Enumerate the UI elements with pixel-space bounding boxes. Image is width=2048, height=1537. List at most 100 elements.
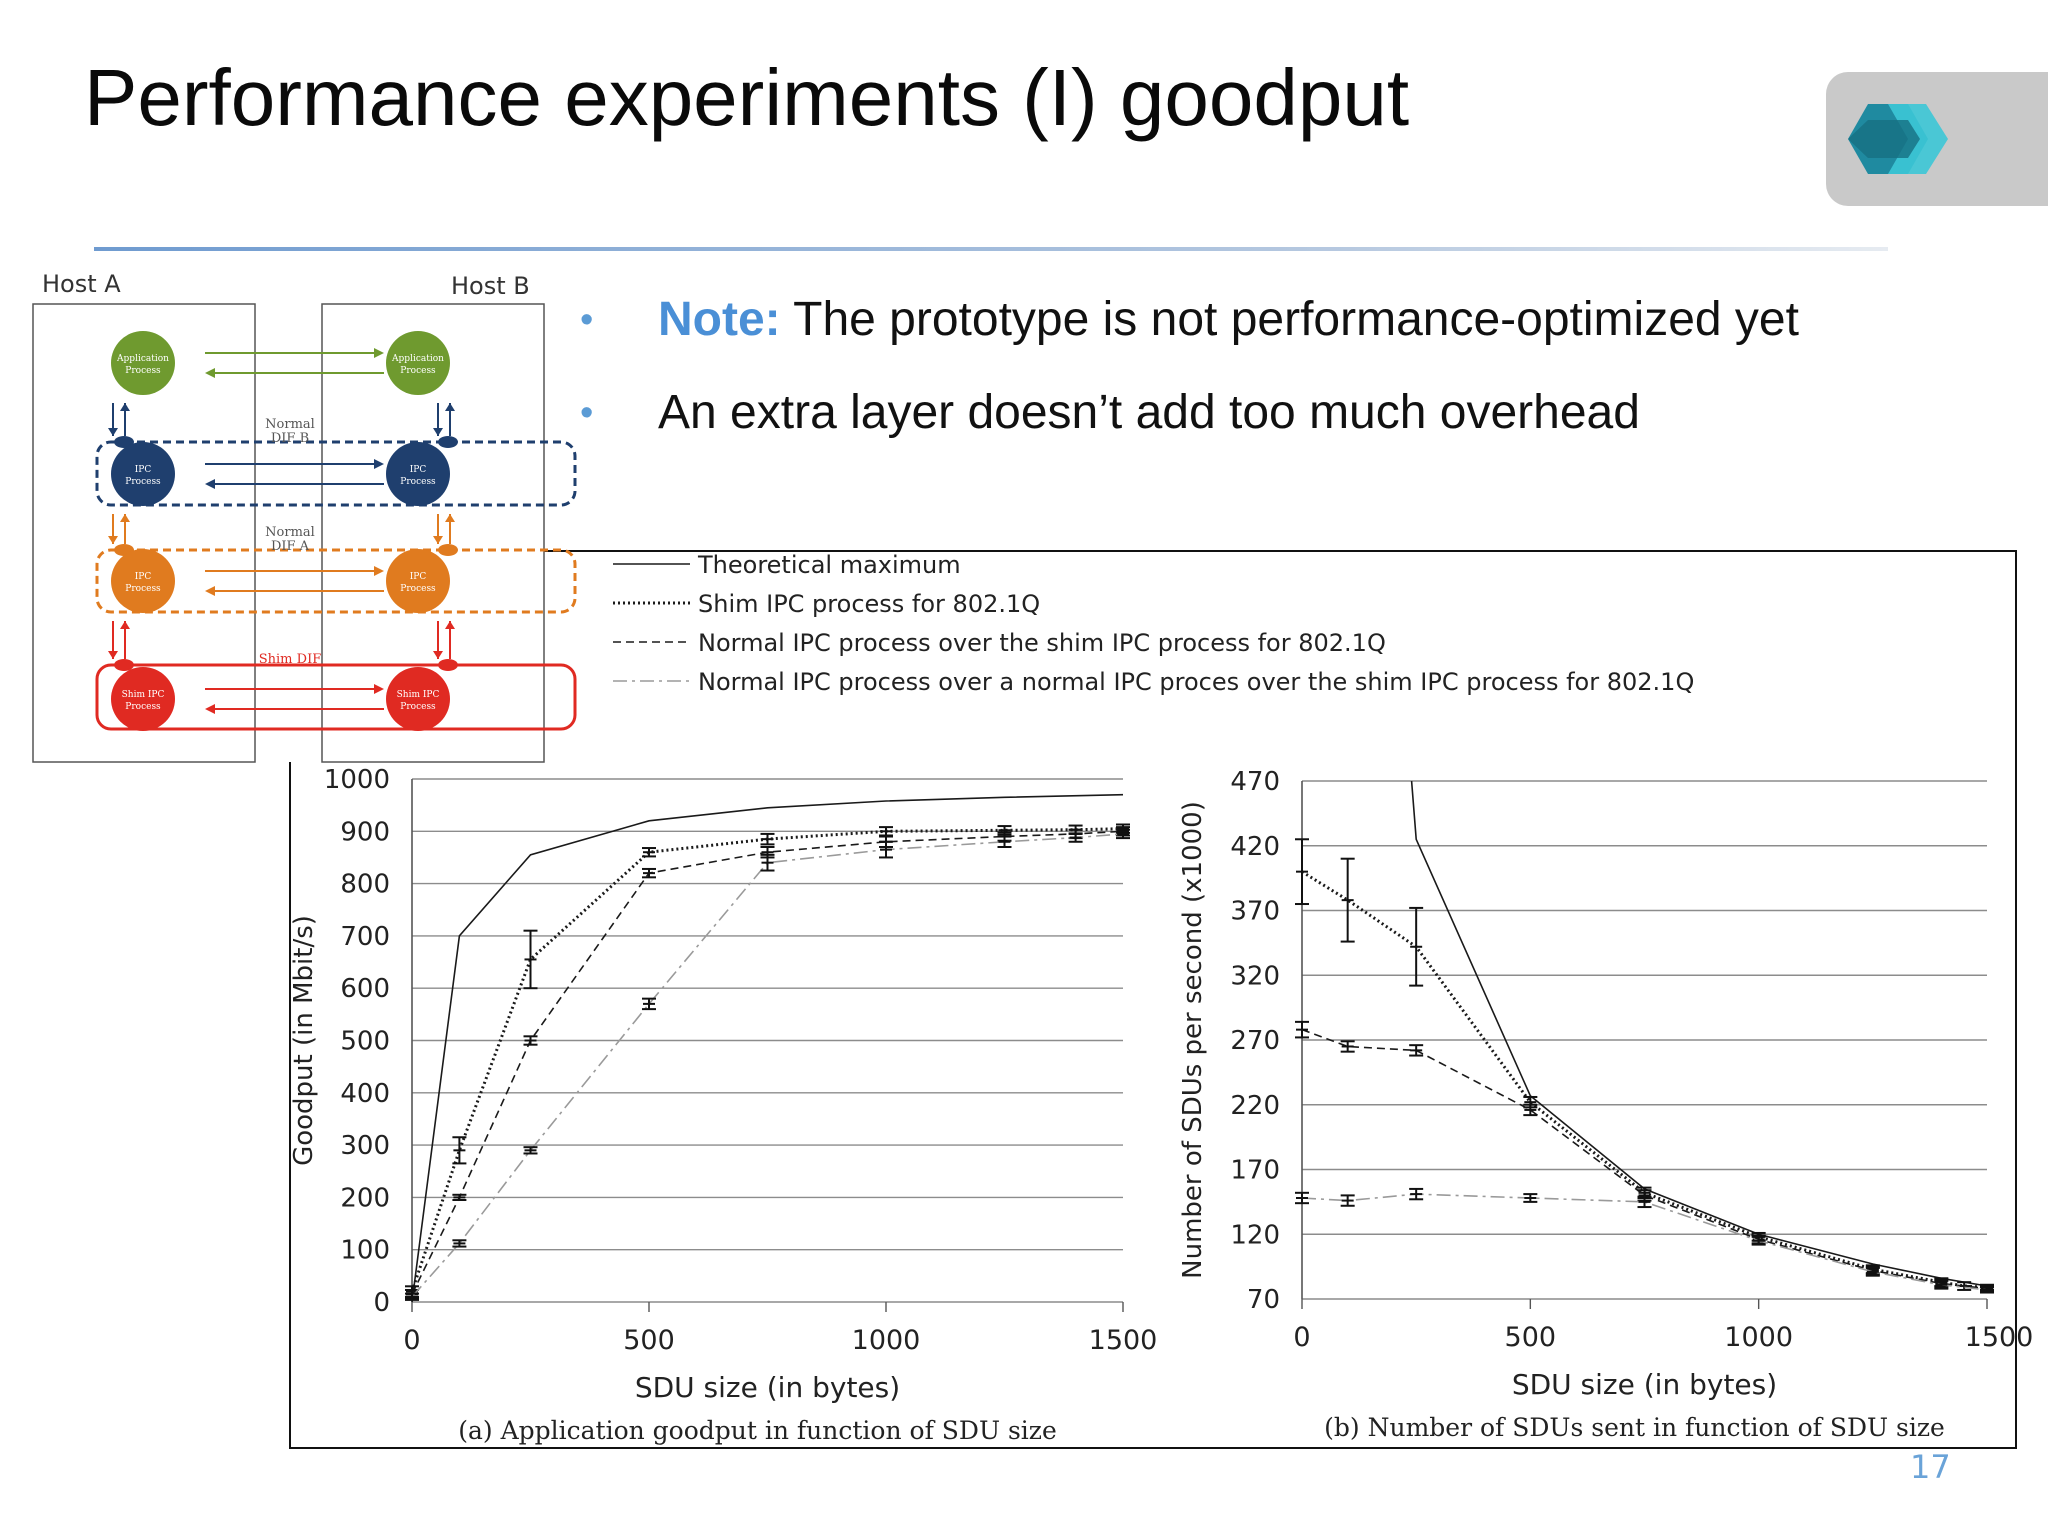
error-bar: [997, 831, 1012, 842]
x-tick-label: 1000: [1724, 1322, 1793, 1353]
port-icon: [438, 544, 458, 556]
y-tick-label: 220: [1230, 1091, 1280, 1121]
error-bar: [642, 997, 656, 1011]
error-bar: [879, 840, 893, 859]
series-line-dotted: [410, 827, 1124, 1292]
process-label: Process: [400, 477, 436, 487]
process-label: Process: [125, 366, 161, 376]
host-a-box: [32, 303, 256, 763]
error-bar: [879, 826, 893, 837]
series-line-dashdot: [411, 833, 1124, 1298]
error-bar: [523, 1146, 538, 1155]
process-label: Process: [400, 702, 436, 712]
error-bar: [760, 832, 775, 846]
dif-label: DIF B: [271, 431, 309, 446]
series-line-dashed: [1301, 1028, 1988, 1290]
error-bar: [1865, 1265, 1880, 1276]
legend-label: Normal IPC process over a normal IPC pro…: [698, 668, 1694, 696]
error-bar: [1980, 1285, 1994, 1293]
dif-box: [95, 663, 577, 731]
error-bar: [1116, 823, 1130, 834]
error-bar: [1523, 1193, 1538, 1203]
process-label: IPC: [410, 465, 427, 475]
error-bar: [642, 867, 656, 879]
process-label: IPC: [135, 572, 152, 582]
process-circle: [386, 442, 450, 506]
host-a-label: Host A: [42, 270, 121, 298]
x-tick-label: 1500: [1089, 1325, 1158, 1356]
y-tick-label: 700: [340, 922, 390, 952]
legend-label: Normal IPC process over the shim IPC pro…: [698, 629, 1386, 657]
title-divider: [94, 247, 1888, 251]
error-bar: [1980, 1286, 1994, 1294]
dif-label: Shim DIF: [259, 652, 321, 667]
architecture-diagram: Host A Host B ApplicationProcessApplicat…: [32, 270, 577, 763]
x-tick-label: 1000: [852, 1325, 921, 1356]
error-bar: [1865, 1264, 1880, 1275]
dif-label: DIF A: [271, 539, 310, 554]
y-tick-label: 370: [1230, 897, 1280, 927]
error-bar: [1409, 1044, 1424, 1057]
y-tick-label: 420: [1230, 832, 1280, 862]
y-tick-label: 270: [1230, 1026, 1280, 1056]
y-tick-label: 0: [373, 1288, 390, 1318]
y-tick-label: 170: [1230, 1156, 1280, 1186]
error-bar: [405, 1292, 419, 1301]
error-bar: [1865, 1266, 1880, 1277]
error-bar: [1116, 828, 1130, 840]
slide-title: Performance experiments (I) goodput: [84, 53, 1410, 142]
host-b-label: Host B: [451, 272, 530, 300]
error-bar: [1637, 1186, 1652, 1199]
x-tick-label: 500: [623, 1325, 675, 1356]
x-tick-label: 1500: [1965, 1322, 2034, 1353]
y-tick-label: 300: [340, 1131, 390, 1161]
error-bar: [405, 1285, 419, 1298]
dif-label: Normal: [265, 525, 315, 540]
process-label: Process: [400, 584, 436, 594]
error-bar: [1068, 828, 1083, 840]
series-line-dotted: [1301, 870, 1988, 1289]
chart-caption: (a) Application goodput in function of S…: [458, 1416, 1057, 1445]
process-circle: [386, 667, 450, 731]
page-number: 17: [1910, 1448, 1951, 1486]
error-bar: [1523, 1095, 1538, 1109]
dif-box: [95, 548, 577, 614]
dif-label: Normal: [265, 417, 315, 432]
error-bar: [1751, 1234, 1766, 1245]
diagram-background: [32, 280, 544, 762]
process-label: Process: [125, 702, 161, 712]
error-bar: [1295, 1020, 1309, 1039]
y-tick-label: 900: [340, 817, 390, 847]
process-circle: [111, 442, 175, 506]
hexagon-logo-icon: [1848, 104, 1948, 174]
process-circle: [386, 331, 450, 395]
error-bar: [1116, 826, 1130, 837]
error-bar: [642, 847, 656, 858]
series-line-solid: [1410, 781, 1988, 1287]
bullet-overhead: • An extra layer doesn’t add too much ov…: [580, 383, 1980, 443]
process-circle: [111, 667, 175, 731]
host-b-box: [321, 303, 545, 763]
bullet-note: • Note: The prototype is not performance…: [580, 290, 1980, 350]
bullet-text: An extra layer doesn’t add too much over…: [658, 386, 1640, 439]
error-bar: [997, 835, 1012, 848]
process-label: IPC: [135, 465, 152, 475]
x-tick-label: 500: [1505, 1322, 1557, 1353]
y-tick-label: 400: [340, 1079, 390, 1109]
error-bar: [1068, 832, 1083, 843]
error-bar: [452, 1239, 467, 1248]
bullet-list: • Note: The prototype is not performance…: [580, 290, 1980, 476]
bullet-text: The prototype is not performance-optimiz…: [780, 293, 1799, 346]
error-bar: [1637, 1189, 1652, 1202]
error-bar: [1409, 1187, 1424, 1201]
error-bar: [760, 853, 775, 872]
error-bar: [1340, 1040, 1355, 1053]
series-line-dashdot: [1301, 1193, 1988, 1291]
error-bar: [879, 835, 893, 848]
error-bar: [405, 1288, 419, 1300]
process-label: Application: [116, 354, 169, 364]
error-bar: [1751, 1231, 1766, 1242]
error-bar: [523, 1035, 538, 1046]
bullet-dot-icon: •: [580, 392, 594, 434]
